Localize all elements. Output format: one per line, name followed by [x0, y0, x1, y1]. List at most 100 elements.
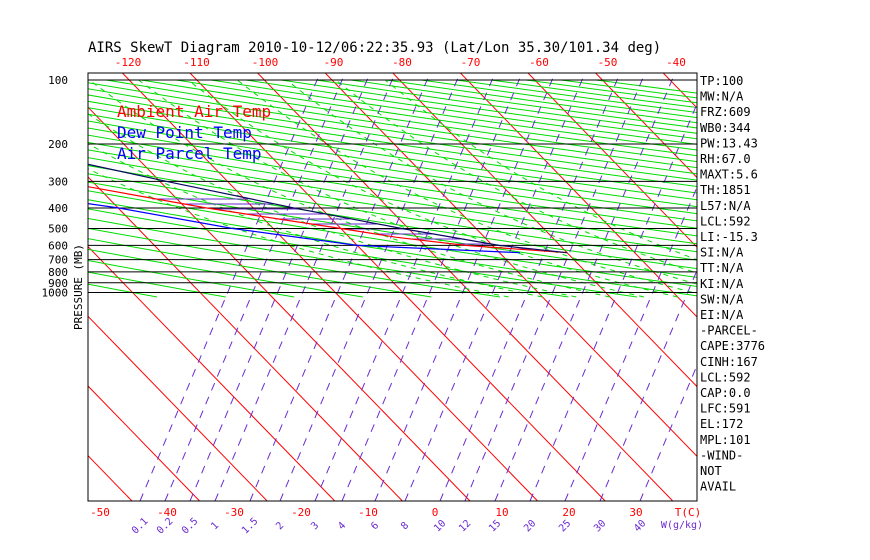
pressure-gridlines: [88, 79, 697, 293]
mixing-ratio-line: [599, 269, 697, 501]
stat-line: MAXT:5.6: [700, 168, 758, 182]
legend-entry: Air Parcel Temp: [117, 144, 262, 163]
mixing-ratio-label: 25: [557, 518, 573, 534]
stat-line: LI:-15.3: [700, 230, 758, 244]
pressure-tick-label: 700: [48, 254, 68, 267]
stat-line: LCL:592: [700, 214, 751, 228]
stat-line: L57:N/A: [700, 199, 751, 213]
stat-line: AVAIL: [700, 480, 736, 494]
bottom-temp-tick-label: 20: [562, 506, 575, 519]
dry-adiabat-line: [88, 127, 697, 222]
mixing-ratio-line: [494, 73, 676, 501]
moist-adiabat-line: [88, 113, 577, 298]
mixing-ratio-line: [464, 73, 646, 501]
legend-entry: Ambient Air Temp: [117, 102, 271, 121]
pressure-tick-label: 400: [48, 202, 68, 215]
mixing-ratio-label: 0.2: [155, 516, 176, 537]
moist-adiabat-line: [88, 143, 543, 298]
dry-adiabat-line: [0, 80, 20, 297]
moist-adiabat-line: [236, 79, 697, 294]
dry-adiabat-line: [88, 88, 697, 181]
mixing-ratio-label: 0.5: [180, 516, 201, 537]
dry-adiabat-line: [88, 165, 697, 261]
mixing-ratio-label: 20: [522, 518, 538, 534]
stat-line: -WIND-: [700, 448, 743, 462]
moist-adiabat-line: [384, 79, 697, 261]
dry-adiabat-line: [88, 190, 697, 287]
bottom-temp-tick-label: 10: [495, 506, 508, 519]
isotherm-line: [460, 73, 697, 318]
mixing-ratio-label: 0.1: [130, 516, 151, 537]
pressure-tick-label: 200: [48, 138, 68, 151]
top-temp-tick-label: -40: [666, 56, 686, 69]
dry-adiabat-line: [490, 79, 697, 109]
mixing-ratio-line: [214, 73, 396, 501]
profile-lines: [88, 163, 568, 254]
series-line-2: [88, 203, 520, 254]
stat-line: SW:N/A: [700, 292, 744, 306]
temp-axis-label: T(C): [675, 506, 702, 519]
pressure-tick-label: 800: [48, 266, 68, 279]
stat-line: NOT: [700, 464, 722, 478]
y-axis-label: PRESSURE (MB): [72, 244, 85, 330]
pressure-tick-label: 300: [48, 175, 68, 188]
mixing-ratio-label: 10: [432, 518, 448, 534]
dry-adiabat-line: [88, 82, 697, 175]
stat-line: PW:13.43: [700, 136, 758, 150]
stat-line: EL:172: [700, 417, 743, 431]
moist-adiabats: [88, 79, 697, 298]
dry-adiabat-line: [88, 173, 697, 270]
dry-adiabat-line: [88, 100, 697, 194]
top-temp-tick-label: -80: [392, 56, 412, 69]
isotherm-line: [88, 176, 403, 501]
mixing-ratio-label: 8: [399, 520, 411, 532]
mixing-ratio-label: 40: [632, 518, 648, 534]
mixing-ratio-line: [249, 73, 431, 501]
mixing-ratio-line: [639, 364, 697, 501]
pressure-tick-label: 900: [48, 277, 68, 290]
dry-adiabat-line: [88, 208, 638, 298]
stat-line: TH:1851: [700, 183, 751, 197]
mixing-ratio-line: [314, 73, 496, 501]
isotherm-line: [88, 315, 268, 501]
mixing-ratio-line: [529, 102, 697, 501]
mixing-ratio-line: [374, 73, 556, 501]
mixing-ratio-line: [439, 73, 621, 501]
mixing-ratio-label: 1: [209, 520, 221, 532]
mixing-ratio-line: [404, 73, 586, 501]
stat-line: CAPE:3776: [700, 339, 765, 353]
stat-line: MW:N/A: [700, 90, 744, 104]
stat-line: TT:N/A: [700, 261, 744, 275]
isotherm-line: [88, 385, 200, 501]
moist-adiabat-line: [138, 79, 645, 298]
stat-line: LCL:592: [700, 370, 751, 384]
isotherm-line: [527, 73, 697, 248]
stat-line: CAP:0.0: [700, 386, 751, 400]
series-line-3: [88, 163, 568, 254]
dry-adiabat-line: [245, 79, 697, 145]
mixing-ratio-lines: [139, 73, 697, 501]
top-temp-tick-label: -50: [598, 56, 618, 69]
pressure-tick-label: 600: [48, 239, 68, 252]
stat-line: CINH:167: [700, 355, 758, 369]
dry-adiabat-line: [88, 248, 363, 298]
dry-adiabat-line: [88, 134, 697, 229]
stat-line: EI:N/A: [700, 308, 744, 322]
mixing-ratio-label: 6: [369, 520, 381, 532]
bottom-temp-tick-label: -30: [224, 506, 244, 519]
dry-adiabat-line: [88, 227, 500, 298]
dry-adiabat-line: [106, 79, 697, 169]
mixing-axis-label: W(g/kg): [661, 520, 703, 531]
isotherm-line: [324, 73, 697, 458]
bottom-temp-tick-label: 0: [432, 506, 439, 519]
axes: 0.1 0.2 0.5 1 1.5 2 3 4 6 8 10 12 15 20 25 30 4010020030…: [42, 56, 704, 537]
top-temp-tick-label: -90: [324, 56, 344, 69]
dry-adiabat-line: [88, 149, 697, 245]
legend: Ambient Air Temp Dew Point Temp Air Parcel…: [117, 102, 271, 163]
series-line-1: [88, 186, 568, 254]
dry-adiabat-line: [88, 94, 697, 187]
mixing-ratio-line: [164, 73, 346, 501]
top-temp-tick-label: -100: [252, 56, 279, 69]
pressure-tick-label: 1000: [42, 287, 69, 300]
